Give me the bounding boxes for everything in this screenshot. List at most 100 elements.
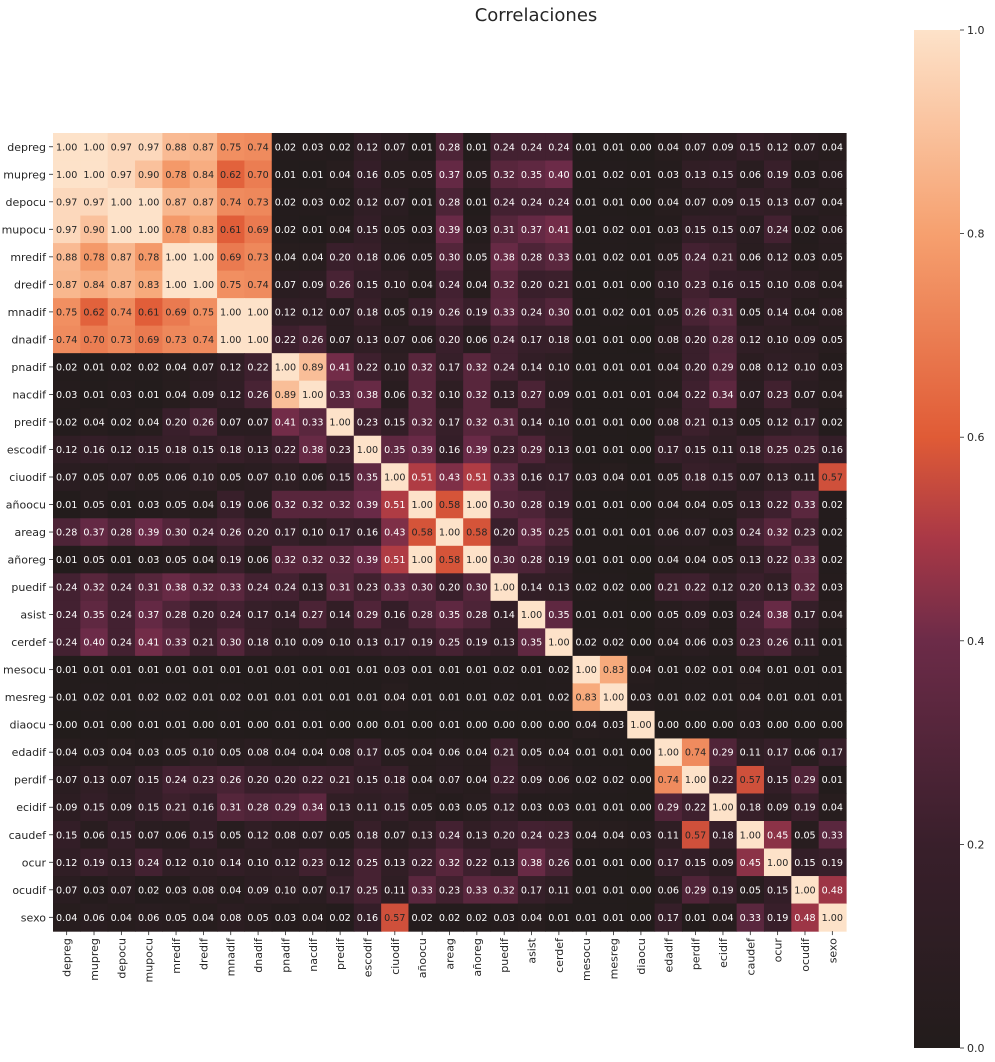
cell-value-label: 0.16 [384, 610, 405, 621]
heatmap-cell [791, 765, 820, 795]
cell-value-label: 0.07 [56, 885, 77, 896]
heatmap-cell [654, 793, 683, 822]
heatmap-cell [818, 133, 847, 162]
row-label: diaocu [9, 719, 46, 732]
heatmap-cell [135, 243, 163, 272]
cell-value-label: 0.38 [767, 610, 788, 621]
heatmap-cell [572, 188, 601, 217]
cell-value-label: 0.28 [466, 610, 487, 621]
heatmap-cell [217, 738, 246, 767]
heatmap-cell [545, 518, 574, 547]
heatmap-cell [53, 876, 81, 905]
cell-value-label: 0.00 [56, 720, 77, 731]
heatmap-cell [545, 188, 574, 217]
cell-value-label: 0.32 [494, 280, 515, 291]
cell-value-label: 0.38 [357, 390, 378, 401]
cell-value-label: 0.97 [111, 142, 132, 153]
heatmap-cell [709, 710, 738, 740]
cell-value-label: 0.17 [794, 610, 815, 621]
cell-value-label: 0.05 [411, 170, 432, 181]
heatmap-cell [244, 188, 273, 217]
heatmap-cell [107, 325, 136, 354]
heatmap-cell [381, 848, 410, 877]
heatmap-cell [572, 655, 601, 684]
heatmap-cell [189, 821, 218, 850]
cell-value-label: 0.14 [521, 417, 542, 428]
heatmap-cell [299, 518, 328, 547]
heatmap-cell [736, 435, 765, 464]
heatmap-cell [517, 710, 546, 740]
cell-value-label: 0.33 [466, 885, 487, 896]
cell-value-label: 0.35 [548, 610, 569, 621]
heatmap-cell [326, 435, 355, 464]
heatmap-cell [681, 325, 710, 354]
heatmap-cell [353, 380, 382, 409]
heatmap-cell [244, 270, 273, 299]
cell-value-label: 0.10 [767, 280, 788, 291]
cell-value-label: 1.00 [357, 445, 378, 456]
cell-value-label: 0.04 [165, 362, 186, 373]
heatmap-cell [107, 380, 136, 409]
heatmap-cell [135, 655, 163, 684]
heatmap-cell [463, 545, 492, 574]
cell-value-label: 0.57 [685, 830, 706, 841]
cell-value-label: 0.04 [603, 830, 624, 841]
cell-value-label: 0.20 [494, 528, 515, 539]
heatmap-cell [244, 573, 273, 602]
cell-value-label: 0.06 [247, 500, 268, 511]
cell-value-label: 0.05 [712, 500, 733, 511]
heatmap-cell [381, 793, 410, 822]
heatmap-cell [80, 738, 109, 767]
cell-value-label: 0.24 [494, 335, 515, 346]
cell-value-label: 0.75 [56, 307, 77, 318]
cell-value-label: 0.03 [630, 693, 651, 704]
heatmap-cell [654, 490, 683, 519]
heatmap-cell [763, 655, 792, 684]
cell-value-label: 0.00 [247, 720, 268, 731]
heatmap-cell [135, 215, 163, 244]
cell-value-label: 0.03 [603, 720, 624, 731]
cell-value-label: 0.01 [111, 693, 132, 704]
cell-value-label: 0.02 [822, 555, 843, 566]
cell-value-label: 0.33 [411, 885, 432, 896]
heatmap-cell [517, 655, 546, 684]
cell-value-label: 0.24 [521, 830, 542, 841]
heatmap-cell [791, 298, 820, 327]
cell-value-label: 0.04 [220, 885, 241, 896]
heatmap-cell [654, 298, 683, 327]
heatmap-cell [244, 738, 273, 767]
cell-value-label: 0.03 [275, 913, 296, 924]
heatmap-cell [545, 848, 574, 877]
cell-value-label: 0.24 [111, 638, 132, 649]
cell-value-label: 0.58 [466, 528, 487, 539]
cell-value-label: 0.17 [384, 638, 405, 649]
cell-value-label: 0.01 [685, 913, 706, 924]
heatmap-cell [435, 573, 464, 602]
cell-value-label: 0.58 [411, 528, 432, 539]
cell-value-label: 0.08 [329, 748, 350, 759]
cell-value-label: 0.34 [302, 803, 323, 814]
heatmap-cell [681, 655, 710, 684]
row-label: depreg [7, 141, 46, 154]
heatmap-cell [217, 463, 246, 492]
cell-value-label: 1.00 [56, 142, 77, 153]
heatmap-cell [599, 463, 628, 492]
heatmap-cell [381, 353, 410, 382]
heatmap-cell [654, 215, 683, 244]
cell-value-label: 0.48 [794, 913, 815, 924]
heatmap-cell [408, 160, 437, 189]
cell-value-label: 0.39 [411, 445, 432, 456]
heatmap-cell [162, 876, 191, 905]
cell-value-label: 0.22 [466, 858, 487, 869]
heatmap-cell [408, 683, 437, 712]
cell-value-label: 0.17 [329, 528, 350, 539]
cell-value-label: 0.00 [630, 638, 651, 649]
cell-value-label: 0.13 [329, 803, 350, 814]
heatmap-cell [80, 545, 109, 574]
heatmap-cell [53, 628, 81, 657]
cell-value-label: 0.04 [658, 197, 679, 208]
heatmap-cell [818, 793, 847, 822]
cell-value-label: 0.01 [603, 500, 624, 511]
heatmap-cell [326, 793, 355, 822]
cell-value-label: 0.18 [548, 335, 569, 346]
